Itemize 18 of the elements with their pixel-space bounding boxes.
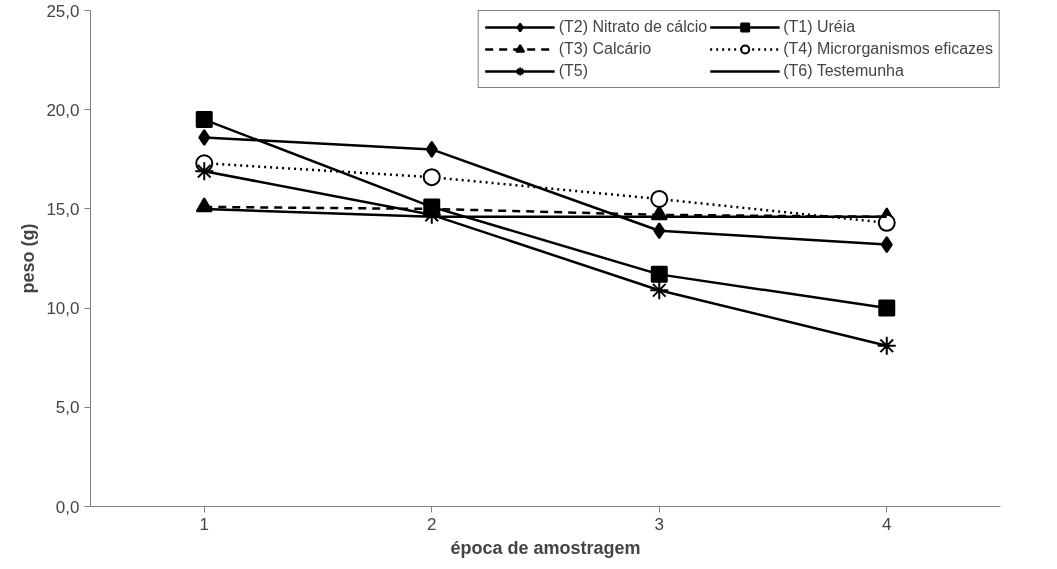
x-tick-label: 4 [882,514,892,534]
legend-label: (T4) Microrganismos eficazes [783,40,993,58]
legend-label: (T1) Uréia [783,18,856,36]
y-tick-label: 20,0 [46,100,80,120]
y-tick-label: 0,0 [55,497,80,517]
y-tick-label: 10,0 [46,299,80,319]
y-tick-label: 5,0 [55,398,80,418]
legend-label: (T5) [558,62,588,80]
x-tick-label: 1 [199,514,209,534]
y-tick-label: 15,0 [46,199,80,219]
x-axis-title: época de amostragem [450,537,641,558]
legend-label: (T6) Testemunha [783,62,904,80]
legend-label: (T2) Nitrato de cálcio [558,18,708,36]
y-axis-title: peso (g) [18,223,39,294]
legend-label: (T3) Calcário [558,40,652,58]
x-tick-label: 3 [654,514,664,534]
x-tick-label: 2 [427,514,437,534]
y-tick-label: 25,0 [46,1,80,21]
